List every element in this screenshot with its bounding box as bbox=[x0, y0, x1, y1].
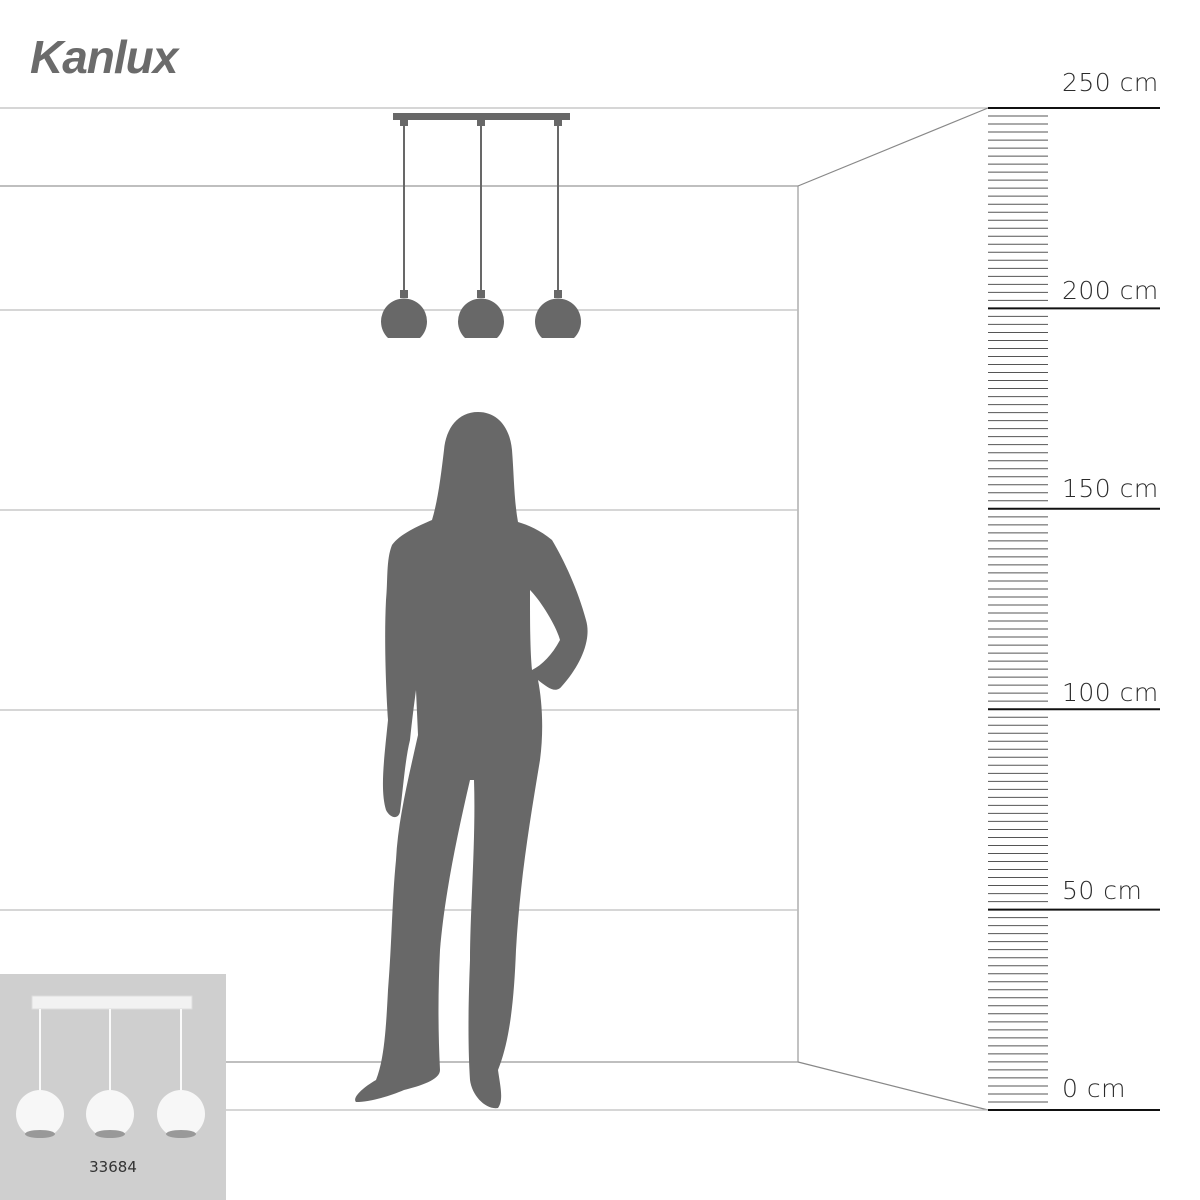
thumb-shade bbox=[86, 1090, 134, 1138]
floor-perspective-line bbox=[797, 1061, 989, 1111]
lamp-shade bbox=[458, 298, 505, 338]
pendant-lamp-silhouette bbox=[381, 113, 582, 338]
height-ruler bbox=[988, 107, 1160, 1111]
lamp-shade bbox=[381, 298, 427, 338]
thumb-shade bbox=[157, 1090, 205, 1138]
lamp-shade bbox=[535, 298, 582, 338]
woman-silhouette bbox=[355, 412, 588, 1109]
scale-label-50: 50 cm bbox=[1062, 876, 1143, 905]
scale-label-200: 200 cm bbox=[1062, 276, 1159, 305]
product-photo bbox=[16, 995, 205, 1138]
scale-label-250: 250 cm bbox=[1062, 68, 1159, 97]
product-code: 33684 bbox=[89, 1158, 137, 1176]
product-thumbnail bbox=[0, 974, 226, 1200]
thumb-shade bbox=[16, 1090, 64, 1138]
ceiling-perspective-line bbox=[797, 107, 989, 187]
lamp-canopy bbox=[393, 113, 570, 120]
kanlux-logo: Kanlux bbox=[30, 31, 178, 83]
scale-label-100: 100 cm bbox=[1062, 678, 1159, 707]
scale-label-0: 0 cm bbox=[1062, 1074, 1126, 1103]
scale-label-150: 150 cm bbox=[1062, 474, 1159, 503]
